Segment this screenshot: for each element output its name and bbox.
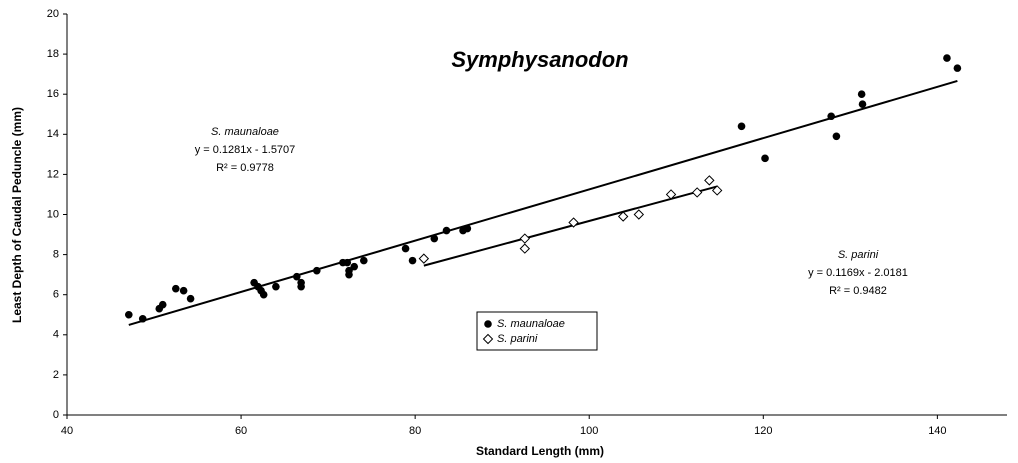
circle-point: [124, 310, 133, 319]
x-tick-label: 80: [409, 425, 421, 437]
circle-point: [343, 258, 352, 267]
circle-point: [359, 256, 368, 265]
y-tick-label: 14: [47, 128, 59, 140]
trendline: [423, 185, 718, 267]
circle-point: [272, 282, 280, 291]
circle-point: [737, 122, 746, 131]
x-tick-label: 100: [580, 425, 598, 437]
diamond-point: [617, 211, 629, 222]
diamond-point: [704, 175, 715, 186]
circle-point: [138, 314, 147, 323]
circle-point: [943, 54, 951, 62]
annotation-name: S. maunaloae: [211, 126, 279, 138]
circle-point: [858, 100, 867, 109]
circle-point: [442, 226, 451, 235]
legend-box: [476, 311, 598, 351]
diamond-point: [482, 333, 494, 345]
diamond-point: [418, 253, 430, 264]
trendline: [128, 80, 958, 326]
diamond-point: [633, 209, 645, 220]
circle-point: [158, 300, 167, 309]
circle-point: [761, 154, 769, 163]
circle-point: [345, 270, 353, 279]
circle-point: [259, 290, 268, 299]
circle-point: [312, 266, 321, 275]
x-axis-label: Standard Length (mm): [476, 444, 604, 458]
y-tick-label: 4: [53, 329, 59, 341]
circle-point: [292, 272, 301, 281]
y-tick-label: 18: [47, 48, 59, 60]
annotation-equation: y = 0.1281x - 1.5707: [195, 144, 296, 156]
chart-title: Symphysanodon: [451, 47, 628, 72]
diamond-point: [519, 233, 531, 244]
diamond-point: [711, 185, 723, 196]
y-tick-label: 0: [53, 409, 59, 421]
annotation-r2: R² = 0.9778: [216, 162, 274, 174]
circle-point: [827, 112, 835, 121]
circle-point: [408, 256, 417, 265]
circle-point: [297, 282, 305, 291]
circle-point: [350, 262, 359, 271]
x-tick-label: 140: [928, 425, 946, 437]
x-tick-label: 120: [754, 425, 772, 437]
y-tick-label: 2: [53, 369, 59, 381]
circle-point: [463, 224, 472, 233]
y-tick-label: 20: [47, 8, 59, 20]
circle-point: [484, 320, 492, 328]
circle-point: [179, 286, 188, 295]
annotation-equation: y = 0.1169x - 2.0181: [808, 267, 908, 279]
circle-point: [832, 132, 841, 141]
annotation-name: S. parini: [838, 249, 879, 261]
circle-point: [186, 294, 195, 303]
y-tick-label: 6: [53, 289, 59, 301]
circle-point: [857, 90, 866, 98]
diamond-point: [691, 187, 703, 198]
x-tick-label: 60: [235, 425, 247, 437]
x-tick-label: 40: [61, 425, 73, 437]
circle-point: [430, 234, 439, 243]
y-tick-label: 16: [47, 88, 59, 100]
diamond-point: [519, 243, 531, 254]
circle-point: [171, 284, 180, 293]
y-axis-label: Least Depth of Caudal Peduncle (mm): [10, 107, 24, 323]
y-tick-label: 10: [47, 208, 59, 220]
diamond-point: [665, 189, 677, 200]
circle-point: [953, 64, 962, 72]
y-tick-label: 8: [53, 249, 59, 261]
diamond-point: [568, 217, 579, 228]
annotation-r2: R² = 0.9482: [829, 285, 887, 297]
y-tick-label: 12: [47, 168, 59, 180]
legend-label: S. maunaloae: [497, 318, 565, 330]
circle-point: [401, 244, 410, 253]
legend-label: S. parini: [497, 333, 538, 345]
